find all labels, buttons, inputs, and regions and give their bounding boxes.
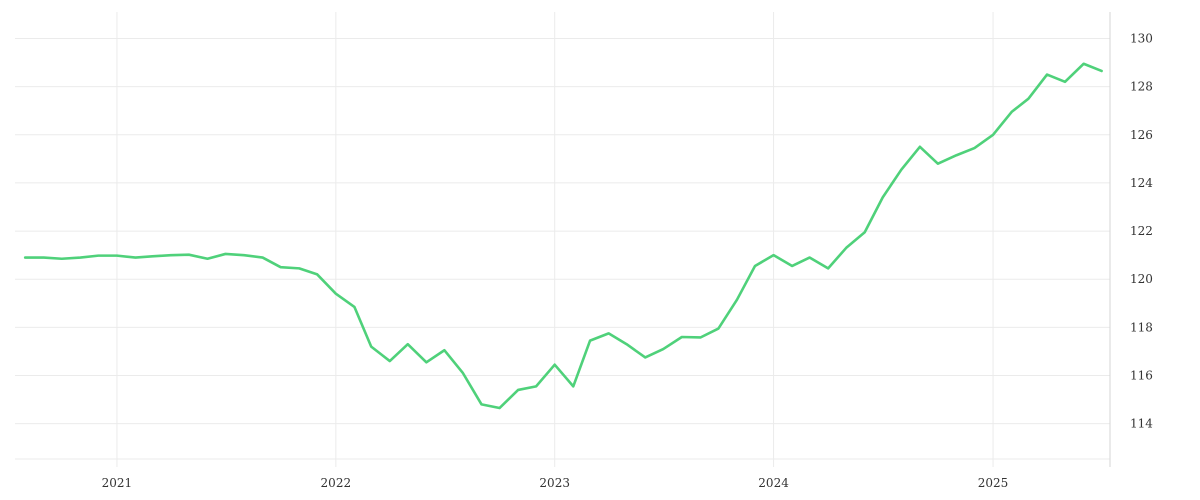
x-tick-label: 2021 [102, 476, 133, 490]
y-tick-label: 126 [1130, 128, 1153, 142]
y-tick-label: 128 [1130, 80, 1153, 94]
x-tick-label: 2025 [978, 476, 1009, 490]
x-tick-label: 2024 [758, 476, 789, 490]
y-tick-label: 122 [1130, 224, 1153, 238]
series-line [23, 62, 1103, 410]
y-tick-label: 118 [1130, 320, 1153, 334]
y-tick-label: 116 [1130, 369, 1153, 383]
y-tick-label: 130 [1130, 31, 1153, 45]
x-tick-label: 2022 [321, 476, 352, 490]
y-tick-label: 114 [1130, 417, 1153, 431]
y-tick-label: 120 [1130, 272, 1153, 286]
x-tick-label: 2023 [539, 476, 570, 490]
y-tick-label: 124 [1130, 176, 1153, 190]
